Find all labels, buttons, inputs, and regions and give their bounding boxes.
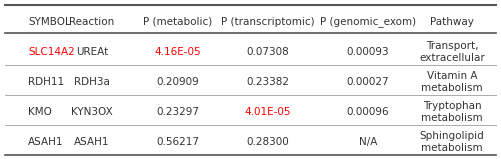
Text: Sphingolipid
metabolism: Sphingolipid metabolism — [420, 131, 484, 153]
Text: 0.07308: 0.07308 — [246, 47, 290, 57]
Text: 0.28300: 0.28300 — [246, 137, 290, 147]
Text: Pathway: Pathway — [430, 17, 474, 27]
Text: 0.00093: 0.00093 — [347, 47, 389, 57]
Text: P (transcriptomic): P (transcriptomic) — [221, 17, 315, 27]
Text: ASAH1: ASAH1 — [74, 137, 110, 147]
Text: 0.20909: 0.20909 — [157, 77, 199, 87]
Text: Vitamin A
metabolism: Vitamin A metabolism — [421, 71, 483, 93]
Text: RDH11: RDH11 — [28, 77, 64, 87]
Text: RDH3a: RDH3a — [74, 77, 110, 87]
Text: 0.56217: 0.56217 — [156, 137, 199, 147]
Text: Tryptophan
metabolism: Tryptophan metabolism — [421, 101, 483, 123]
Text: P (genomic_exom): P (genomic_exom) — [320, 17, 416, 28]
Text: P (metabolic): P (metabolic) — [143, 17, 212, 27]
Text: ASAH1: ASAH1 — [28, 137, 64, 147]
Text: N/A: N/A — [359, 137, 377, 147]
Text: UREAt: UREAt — [76, 47, 108, 57]
Text: 4.01E-05: 4.01E-05 — [245, 107, 291, 117]
Text: Transport,
extracellular: Transport, extracellular — [419, 41, 485, 63]
Text: 0.00096: 0.00096 — [347, 107, 389, 117]
Text: 4.16E-05: 4.16E-05 — [155, 47, 201, 57]
Text: KMO: KMO — [28, 107, 52, 117]
Text: 0.23382: 0.23382 — [246, 77, 290, 87]
Text: SLC14A2: SLC14A2 — [28, 47, 75, 57]
Text: SYMBOL: SYMBOL — [28, 17, 71, 27]
Text: KYN3OX: KYN3OX — [71, 107, 113, 117]
Text: Reaction: Reaction — [69, 17, 115, 27]
Text: 0.00027: 0.00027 — [347, 77, 389, 87]
Text: 0.23297: 0.23297 — [156, 107, 199, 117]
